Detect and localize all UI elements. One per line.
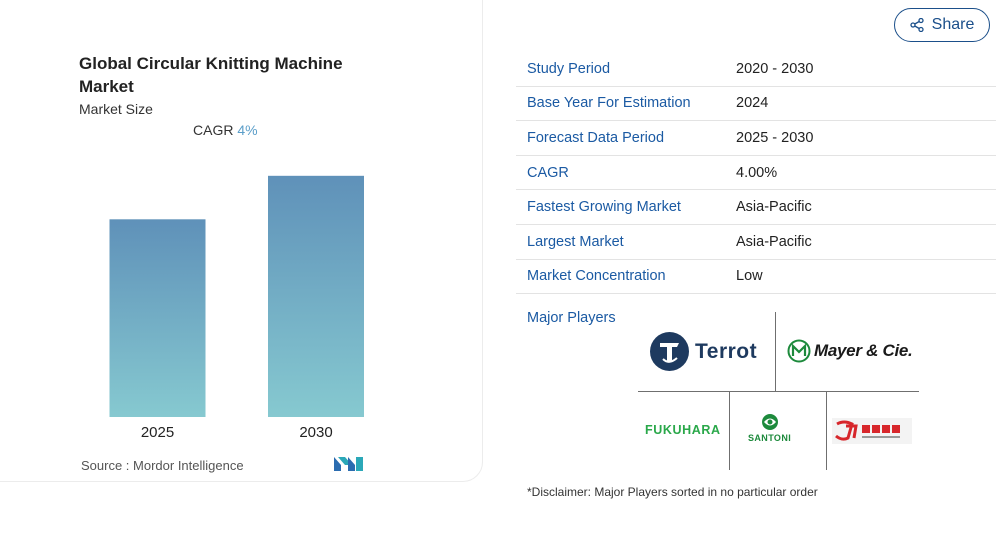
logo-divider bbox=[826, 391, 827, 470]
logo-divider bbox=[775, 312, 776, 391]
info-row-fastest-growing: Fastest Growing Market Asia-Pacific bbox=[516, 190, 996, 225]
cagr-label-text: CAGR bbox=[193, 122, 234, 138]
bar-chart: 2025 2030 bbox=[109, 175, 364, 441]
fukuhara-logo: FUKUHARA bbox=[645, 423, 721, 437]
info-key: Forecast Data Period bbox=[527, 129, 665, 146]
terrot-emblem-icon bbox=[650, 332, 689, 371]
info-value: Low bbox=[736, 268, 763, 285]
info-value: 4.00% bbox=[736, 164, 778, 181]
mayer-emblem-icon bbox=[787, 339, 811, 363]
mayer-wordmark: Mayer & Cie. bbox=[814, 341, 913, 360]
info-key: Study Period bbox=[527, 60, 611, 77]
info-key: CAGR bbox=[527, 164, 569, 181]
fukuhara-wordmark: FUKUHARA bbox=[645, 423, 721, 437]
mordor-intelligence-logo bbox=[334, 457, 363, 471]
info-row-base-year: Base Year For Estimation 2024 bbox=[516, 87, 996, 122]
info-row-forecast-period: Forecast Data Period 2025 - 2030 bbox=[516, 121, 996, 156]
chart-card bbox=[0, 0, 483, 482]
info-value: Asia-Pacific bbox=[736, 199, 812, 216]
share-icon bbox=[909, 18, 924, 32]
chart-title: Global Circular Knitting Machine Market bbox=[79, 54, 343, 96]
source-text: Source : Mordor Intelligence bbox=[81, 458, 244, 473]
info-value: 2025 - 2030 bbox=[736, 129, 814, 146]
red-chinese-brand-logo bbox=[832, 418, 912, 444]
cagr-label: CAGR 4% bbox=[193, 122, 258, 138]
x-tick-label: 2030 bbox=[299, 424, 332, 441]
info-row-study-period: Study Period 2020 - 2030 bbox=[516, 52, 996, 87]
share-button[interactable]: Share bbox=[894, 8, 990, 42]
info-key: Base Year For Estimation bbox=[527, 95, 691, 112]
info-key: Fastest Growing Market bbox=[527, 199, 681, 216]
cagr-value: 4% bbox=[237, 122, 258, 138]
x-tick-label: 2025 bbox=[141, 424, 174, 441]
info-row-largest-market: Largest Market Asia-Pacific bbox=[516, 225, 996, 260]
terrot-wordmark: Terrot bbox=[695, 339, 758, 363]
info-key: Largest Market bbox=[527, 233, 624, 250]
mayer-cie-logo: Mayer & Cie. bbox=[787, 339, 913, 363]
info-value: Asia-Pacific bbox=[736, 233, 812, 250]
disclaimer-text: *Disclaimer: Major Players sorted in no … bbox=[527, 485, 818, 499]
santoni-wordmark: SANTONI bbox=[748, 433, 792, 443]
santoni-logo: SANTONI bbox=[748, 413, 791, 443]
major-players-label: Major Players bbox=[527, 310, 616, 326]
info-value: 2020 - 2030 bbox=[736, 60, 814, 77]
santoni-emblem-icon bbox=[761, 414, 778, 430]
bar-2030 bbox=[268, 175, 364, 417]
info-value: 2024 bbox=[736, 95, 769, 112]
logo-divider bbox=[729, 391, 730, 470]
share-label: Share bbox=[931, 16, 975, 33]
chart-subtitle: Market Size bbox=[79, 101, 153, 117]
terrot-logo: Terrot bbox=[650, 332, 757, 371]
info-row-concentration: Market Concentration Low bbox=[516, 260, 996, 295]
info-row-cagr: CAGR 4.00% bbox=[516, 156, 996, 191]
bar-2025 bbox=[109, 219, 206, 417]
logo-divider bbox=[638, 391, 919, 392]
info-key: Market Concentration bbox=[527, 268, 666, 285]
market-info-table: Study Period 2020 - 2030 Base Year For E… bbox=[516, 52, 996, 295]
